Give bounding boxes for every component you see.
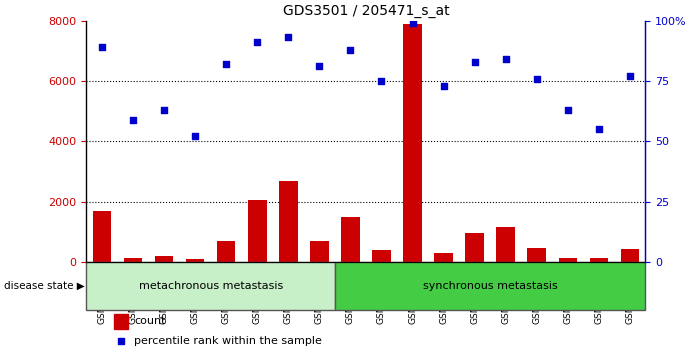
Bar: [527, 249, 546, 262]
Bar: [217, 241, 236, 262]
Point: [562, 107, 574, 113]
Point: [438, 83, 449, 88]
Point: [189, 134, 200, 139]
Bar: [279, 181, 298, 262]
Text: percentile rank within the sample: percentile rank within the sample: [134, 336, 322, 346]
Point: [314, 64, 325, 69]
Point: [469, 59, 480, 64]
Point: [283, 35, 294, 40]
Bar: [404, 24, 422, 262]
Text: count: count: [134, 316, 165, 326]
Bar: [372, 250, 391, 262]
Point: [531, 76, 542, 81]
Text: disease state ▶: disease state ▶: [4, 281, 85, 291]
Title: GDS3501 / 205471_s_at: GDS3501 / 205471_s_at: [283, 4, 449, 18]
Bar: [341, 217, 360, 262]
Point: [252, 40, 263, 45]
Text: synchronous metastasis: synchronous metastasis: [423, 281, 558, 291]
Bar: [434, 253, 453, 262]
Point: [220, 61, 231, 67]
Bar: [589, 258, 608, 262]
Bar: [621, 249, 639, 262]
Bar: [465, 233, 484, 262]
Point: [97, 44, 108, 50]
Bar: [186, 259, 205, 262]
Bar: [86, 262, 335, 310]
Point: [376, 78, 387, 84]
Bar: [114, 314, 129, 329]
Bar: [558, 257, 577, 262]
Bar: [496, 227, 515, 262]
Point: [345, 47, 356, 52]
Point: [158, 107, 169, 113]
Bar: [93, 211, 111, 262]
Point: [127, 117, 138, 122]
Bar: [155, 256, 173, 262]
Point: [500, 56, 511, 62]
Bar: [335, 262, 645, 310]
Bar: [310, 241, 329, 262]
Bar: [248, 200, 267, 262]
Point: [594, 126, 605, 132]
Bar: [124, 258, 142, 262]
Point: [407, 20, 418, 26]
Point: [625, 73, 636, 79]
Text: metachronous metastasis: metachronous metastasis: [138, 281, 283, 291]
Point: [116, 338, 127, 344]
